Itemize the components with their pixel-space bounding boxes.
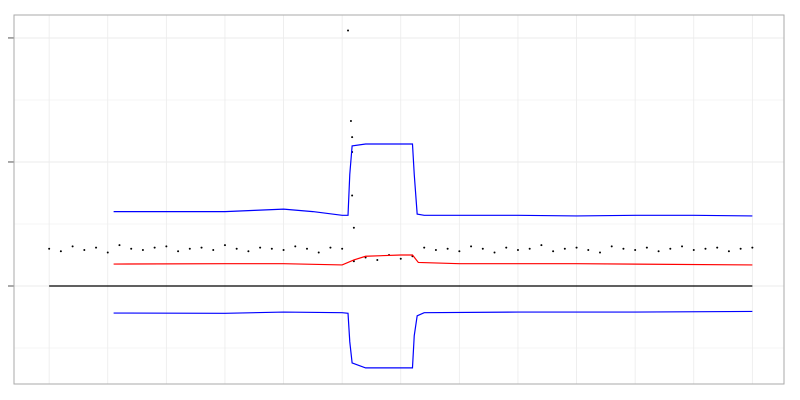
data-point xyxy=(552,250,555,253)
data-point xyxy=(622,247,625,250)
data-point xyxy=(634,249,637,252)
data-point xyxy=(470,245,473,248)
data-point xyxy=(376,258,379,261)
data-line xyxy=(113,254,753,266)
data-point xyxy=(481,247,484,250)
data-point xyxy=(59,250,62,253)
data-point xyxy=(645,246,648,249)
data-point xyxy=(540,244,543,247)
data-point xyxy=(349,120,352,123)
data-point xyxy=(317,251,320,254)
data-point xyxy=(200,246,203,249)
data-point xyxy=(446,247,449,250)
data-point xyxy=(247,250,250,253)
data-point xyxy=(727,250,730,253)
data-point xyxy=(587,249,590,252)
data-point xyxy=(739,247,742,250)
data-point xyxy=(458,250,461,253)
data-point xyxy=(704,247,707,250)
data-point xyxy=(347,29,350,32)
data-point xyxy=(610,245,613,248)
data-point xyxy=(223,244,226,247)
data-point xyxy=(153,246,156,249)
data-point xyxy=(130,247,133,250)
data-point xyxy=(399,257,402,260)
data-point xyxy=(329,246,332,249)
data-point xyxy=(235,247,238,250)
data-point xyxy=(575,246,578,249)
data-point xyxy=(83,249,86,252)
data-point xyxy=(141,249,144,252)
data-point xyxy=(352,226,355,229)
data-point xyxy=(516,249,519,252)
data-point xyxy=(493,251,496,254)
data-line xyxy=(113,310,753,369)
data-point xyxy=(270,247,273,250)
data-point xyxy=(71,245,74,248)
data-point xyxy=(188,247,191,250)
data-point xyxy=(681,245,684,248)
data-point xyxy=(598,251,601,254)
data-point xyxy=(751,246,754,249)
data-point xyxy=(305,247,308,250)
data-point xyxy=(177,250,180,253)
data-point xyxy=(259,246,262,249)
data-point xyxy=(212,249,215,252)
data-point xyxy=(528,247,531,250)
data-point xyxy=(95,246,98,249)
data-line xyxy=(113,143,753,217)
data-point xyxy=(351,136,354,139)
data-point xyxy=(423,246,426,249)
data-point xyxy=(563,247,566,250)
data-point xyxy=(118,244,121,247)
data-point xyxy=(106,251,109,254)
data-point xyxy=(282,249,285,252)
data-point xyxy=(434,249,437,252)
data-point xyxy=(692,249,695,252)
data-point xyxy=(48,247,51,250)
data-point xyxy=(165,245,168,248)
data-point xyxy=(669,247,672,250)
data-point xyxy=(351,194,354,197)
plot-frame xyxy=(13,14,785,385)
data-point xyxy=(341,247,344,250)
data-point xyxy=(716,246,719,249)
data-point xyxy=(505,246,508,249)
data-point xyxy=(657,250,660,253)
data-point xyxy=(294,245,297,248)
